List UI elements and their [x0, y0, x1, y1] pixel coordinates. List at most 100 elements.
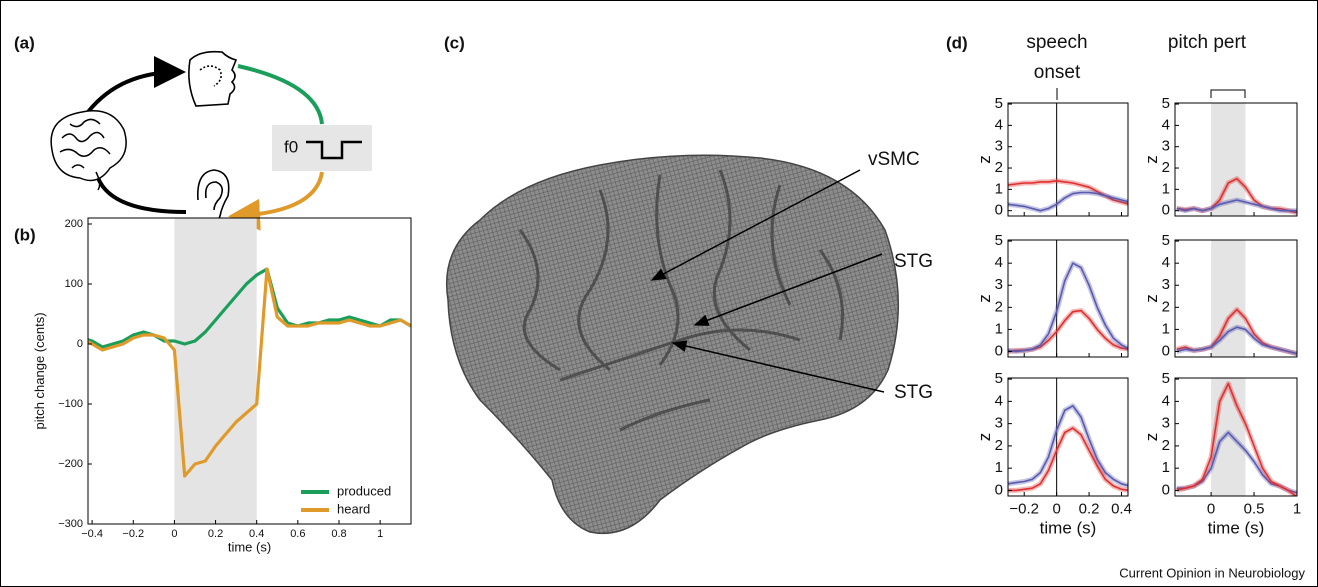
footer: Current Opinion in Neurobiology	[1119, 565, 1305, 580]
y-tick-label: 5	[995, 95, 1003, 112]
brain-render	[445, 154, 900, 535]
y-tick-label: 5	[1162, 232, 1170, 249]
y-tick-label: 1	[1162, 320, 1170, 337]
y-tick-label: 2	[1162, 437, 1170, 454]
x-tick-label: 0.2	[208, 528, 223, 540]
x-tick-label: 0	[1207, 500, 1215, 517]
ear-icon	[197, 169, 230, 226]
series-line	[1008, 180, 1128, 205]
y-axis-label: z	[1142, 155, 1161, 164]
series-line	[1008, 191, 1128, 212]
region-label: vSMC	[868, 149, 920, 170]
x-tick-label: −0.2	[122, 528, 144, 540]
panel-label: (b)	[14, 225, 36, 244]
series-line	[1008, 403, 1128, 489]
y-tick-label: 1	[995, 459, 1003, 476]
pointer-arrow	[693, 253, 883, 326]
panel-label: (c)	[444, 33, 465, 52]
y-tick-label: 2	[1162, 159, 1170, 176]
region-label: STG	[894, 382, 933, 403]
plot-area	[1176, 103, 1297, 216]
y-tick-label: 3	[995, 276, 1003, 293]
axes-frame	[1007, 377, 1129, 497]
y-tick-label: −300	[58, 518, 83, 530]
x-tick-label: 0.6	[290, 528, 305, 540]
axes-frame	[1174, 239, 1298, 358]
y-tick-label: 1	[1162, 459, 1170, 476]
region-label: STG	[894, 251, 933, 272]
y-tick-label: 1	[1162, 180, 1170, 197]
y-tick-label: 4	[995, 254, 1003, 271]
y-tick-label: 3	[995, 138, 1003, 155]
y-tick-label: 5	[995, 370, 1003, 387]
x-tick-label: −0.2	[1009, 500, 1039, 517]
plot-area	[1008, 240, 1128, 357]
series-line	[1008, 427, 1128, 492]
y-tick-label: 3	[1162, 415, 1170, 432]
y-tick-label: 0	[995, 342, 1003, 359]
plot-area	[1176, 378, 1297, 496]
y-axis-label: z	[975, 294, 994, 303]
series-line	[88, 267, 411, 349]
y-tick-label: 1	[995, 320, 1003, 337]
axes-frame	[1007, 102, 1129, 217]
y-tick-label: 2	[1162, 298, 1170, 315]
y-axis-label: z	[975, 433, 994, 442]
f0-step	[306, 140, 362, 160]
x-axis-label: time (s)	[1208, 518, 1265, 537]
y-tick-label: 3	[995, 415, 1003, 432]
y-tick-label: 3	[1162, 276, 1170, 293]
plot-area	[1008, 103, 1128, 216]
y-tick-label: 3	[1162, 138, 1170, 155]
shaded-interval	[1211, 240, 1246, 357]
brain-icon	[50, 110, 127, 191]
y-tick-label: 4	[995, 116, 1003, 133]
face-icon	[188, 50, 238, 107]
y-tick-label: 4	[1162, 116, 1170, 133]
x-tick-label: 1	[1293, 500, 1301, 517]
series-line	[88, 267, 411, 478]
x-tick-label: −0.4	[81, 528, 103, 540]
axes-frame	[1174, 102, 1298, 217]
x-tick-label: 0.4	[249, 528, 264, 540]
y-tick-label: 5	[1162, 95, 1170, 112]
y-tick-label: 2	[995, 437, 1003, 454]
pert-bracket	[1210, 89, 1246, 98]
y-axis-label: pitch change (cents)	[32, 312, 47, 429]
y-axis-label: z	[1142, 433, 1161, 442]
y-tick-label: 0	[1162, 342, 1170, 359]
x-tick-label: 0.5	[1244, 500, 1265, 517]
series-line	[1008, 260, 1128, 354]
x-tick-label: 0	[1052, 500, 1060, 517]
y-tick-label: 2	[995, 159, 1003, 176]
x-tick-label: 0.4	[1111, 500, 1132, 517]
series-line	[1176, 382, 1297, 496]
series-line	[1176, 199, 1297, 212]
y-tick-label: 1	[995, 180, 1003, 197]
y-tick-label: 0	[77, 338, 83, 350]
y-tick-label: 200	[65, 218, 83, 230]
series-line	[1008, 405, 1128, 487]
shaded-interval	[1211, 103, 1246, 216]
panel-label: (a)	[14, 33, 35, 52]
x-tick-label: 0	[171, 528, 177, 540]
feedback-diagram	[86, 56, 324, 231]
y-tick-label: 4	[1162, 254, 1170, 271]
y-tick-label: 100	[65, 278, 83, 290]
y-tick-label: 0	[1162, 481, 1170, 498]
y-tick-label: 0	[1162, 202, 1170, 219]
x-tick-label: 0.8	[331, 528, 346, 540]
x-axis-label: time (s)	[228, 540, 271, 555]
x-tick-label: 1	[377, 528, 383, 540]
y-tick-label: −200	[58, 458, 83, 470]
y-tick-label: 0	[995, 481, 1003, 498]
legend-label: heard	[337, 501, 370, 516]
y-tick-label: 5	[995, 232, 1003, 249]
y-tick-label: 0	[995, 202, 1003, 219]
pointer-arrow	[650, 169, 861, 281]
pointer-arrow	[671, 340, 885, 393]
column-title: speech onset	[1026, 32, 1088, 83]
y-tick-label: 4	[1162, 392, 1170, 409]
